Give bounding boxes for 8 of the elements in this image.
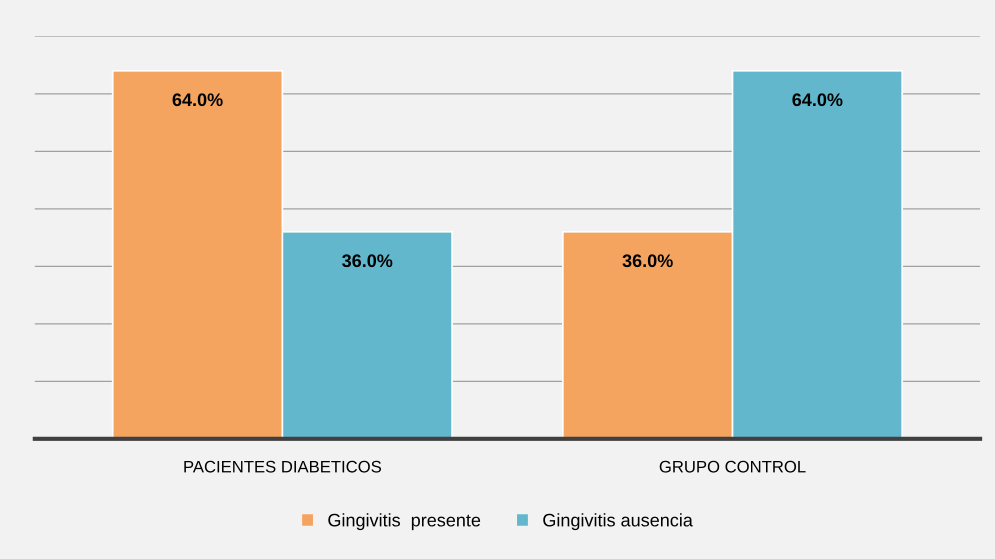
legend-label: Gingivitis presente <box>328 513 480 530</box>
data-label: 64.0% <box>792 93 842 106</box>
data-label: 36.0% <box>622 254 673 268</box>
legend-label: Gingivitis ausencia <box>543 513 693 530</box>
data-label: 64.0% <box>172 93 223 106</box>
x-tick-label: PACIENTES DIABETICOS <box>184 460 382 473</box>
data-label: 36.0% <box>342 254 392 268</box>
x-tick-label: GRUPO CONTROL <box>660 460 806 473</box>
